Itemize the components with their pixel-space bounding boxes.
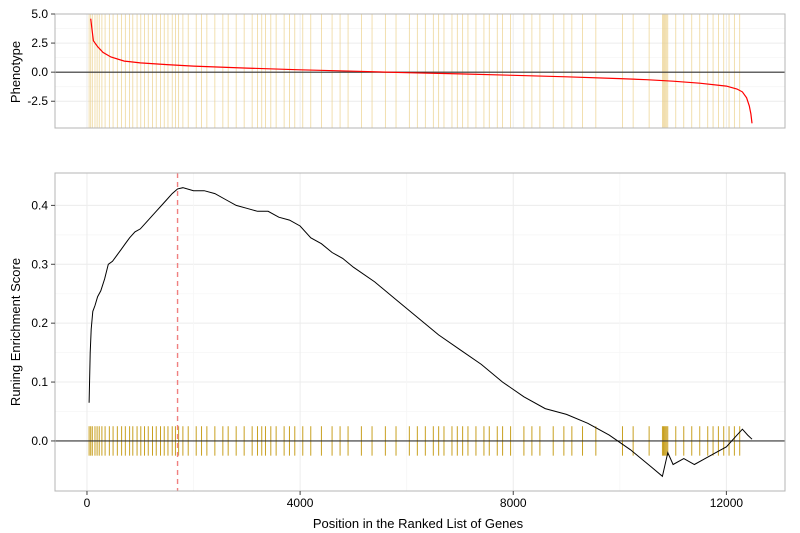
phenotype-axis-title: Phenotype bbox=[8, 41, 23, 103]
phenotype-panel: 5.0 2.5 0.0 -2.5 bbox=[27, 7, 786, 129]
x-axis-title: Position in the Ranked List of Genes bbox=[313, 516, 524, 531]
enrichment-panel-border bbox=[54, 172, 786, 492]
enrichment-axis-title: Runing Enrichment Score bbox=[8, 258, 23, 406]
phenotype-series-line bbox=[90, 18, 753, 124]
phenotype-y-tick-label: 0.0 bbox=[31, 65, 48, 79]
enrichment-y-tick-label: 0.3 bbox=[31, 257, 48, 271]
phenotype-panel-border bbox=[54, 13, 786, 129]
enrichment-y-tick-label: 0.1 bbox=[31, 375, 48, 389]
enrichment-score-line bbox=[88, 187, 753, 478]
phenotype-y-tick-label: -2.5 bbox=[27, 94, 48, 108]
enrichment-y-tick-label: 0.0 bbox=[31, 434, 48, 448]
enrichment-y-tick-label: 0.2 bbox=[31, 316, 48, 330]
enrichment-panel: 0.4 0.3 0.2 0.1 0.0 0 4000 8000 12000 bbox=[31, 172, 786, 510]
x-tick-label: 0 bbox=[84, 496, 91, 510]
x-tick-label: 12000 bbox=[710, 496, 744, 510]
phenotype-y-tick-label: 2.5 bbox=[31, 36, 48, 50]
phenotype-y-tick-label: 5.0 bbox=[31, 7, 48, 21]
x-tick-label: 4000 bbox=[287, 496, 314, 510]
x-tick-label: 8000 bbox=[500, 496, 527, 510]
enrichment-y-tick-label: 0.4 bbox=[31, 198, 48, 212]
